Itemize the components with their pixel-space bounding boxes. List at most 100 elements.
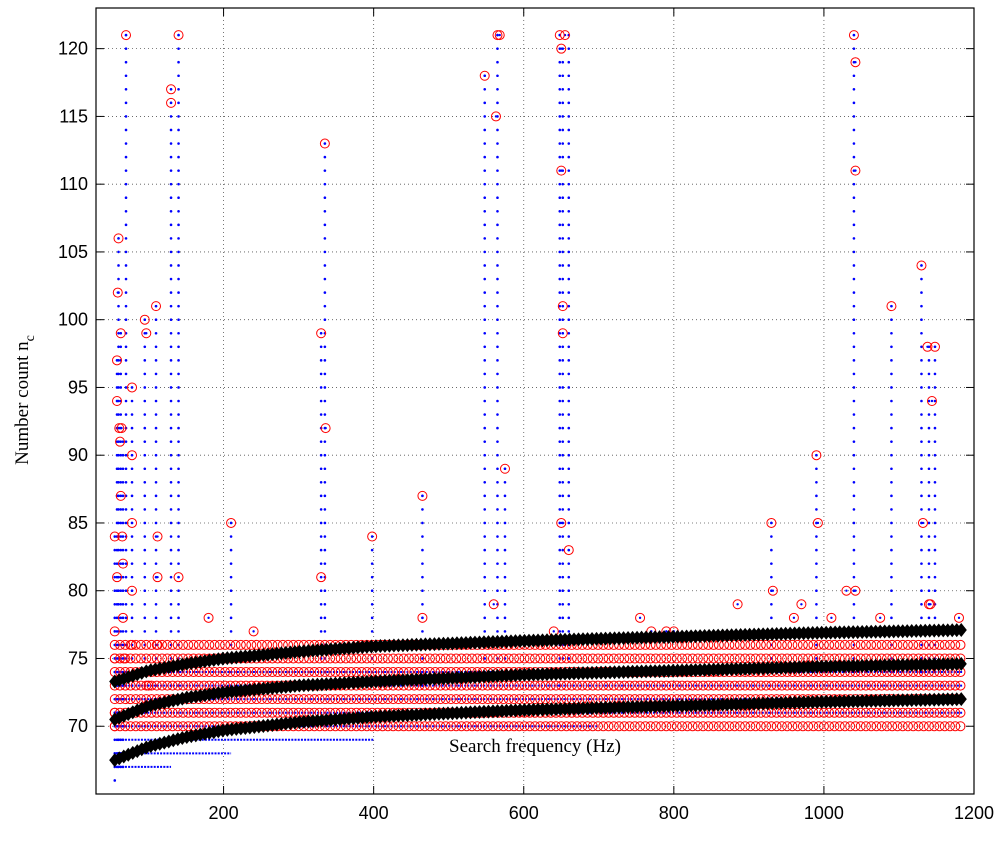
circle-point (246, 667, 257, 678)
circle-point (288, 667, 299, 678)
dot-point (177, 182, 180, 186)
dot-point (561, 101, 565, 105)
dot-point (124, 467, 128, 471)
dot-point (323, 318, 327, 321)
dot-point (496, 426, 499, 430)
circle-point (372, 653, 383, 664)
dot-point (920, 467, 923, 471)
dot-point (567, 453, 571, 457)
circle-point (146, 653, 157, 664)
circle-point (918, 721, 929, 732)
dot-point (117, 264, 120, 267)
circle-point (461, 694, 472, 705)
circle-point (582, 653, 593, 664)
circle-point (417, 612, 428, 623)
dot-point (890, 508, 893, 511)
circle-point (530, 721, 540, 732)
circle-point (136, 721, 147, 732)
circle-point (734, 680, 745, 691)
circle-point (635, 680, 646, 691)
circle-point (183, 680, 194, 691)
dot-point (483, 467, 487, 471)
circle-point (382, 653, 393, 664)
dot-point (117, 413, 120, 416)
dot-point (927, 426, 931, 430)
circle-point (414, 694, 425, 705)
circle-point (929, 680, 940, 691)
circle-point (619, 653, 630, 664)
circle-point (881, 680, 892, 691)
circle-point (950, 639, 961, 650)
circle-point (824, 707, 835, 718)
circle-point (477, 721, 488, 732)
dot-point (116, 291, 119, 294)
circle-point (554, 30, 565, 41)
dot-point (177, 413, 180, 416)
dot-point (143, 494, 147, 498)
dot-point (920, 304, 923, 308)
dot-point (496, 562, 499, 565)
circle-point (850, 639, 861, 650)
circle-point (188, 639, 199, 650)
circle-point (603, 653, 614, 664)
dot-point (124, 440, 128, 443)
circle-point (120, 721, 131, 732)
dot-point (567, 494, 571, 498)
circle-point (173, 572, 184, 583)
circle-point (535, 653, 546, 664)
dot-point (561, 602, 565, 606)
circle-point (650, 653, 661, 664)
dot-point (319, 345, 323, 349)
circle-point (325, 667, 336, 678)
circle-point (614, 680, 625, 691)
dot-point (117, 277, 120, 281)
circle-point (178, 639, 189, 650)
dot-point (143, 413, 147, 416)
circle-point (361, 653, 372, 664)
dot-point (816, 521, 820, 525)
circle-point (897, 639, 908, 650)
dot-point (852, 128, 856, 132)
dot-point (113, 589, 117, 593)
circle-point (577, 721, 588, 732)
circle-point (787, 707, 798, 718)
dot-point (815, 548, 818, 552)
dot-point (920, 602, 923, 606)
dot-point (117, 453, 120, 457)
dot-point (319, 332, 323, 335)
circle-point (635, 721, 646, 732)
dot-point (561, 481, 565, 484)
circle-point (656, 653, 667, 664)
dot-point (130, 386, 134, 389)
dot-point (503, 467, 507, 470)
dot-point (852, 74, 856, 78)
dot-point (483, 508, 487, 511)
dot-point (567, 440, 571, 443)
dot-point (177, 47, 180, 50)
dot-point (124, 521, 128, 525)
circle-point (115, 490, 126, 501)
dot-point (567, 359, 571, 362)
dot-point (421, 670, 424, 674)
circle-point (220, 707, 231, 718)
circle-point (556, 165, 567, 176)
dot-point (154, 562, 158, 565)
dot-point (496, 196, 499, 200)
circle-point (151, 721, 162, 732)
circle-point (939, 721, 950, 732)
dot-point (567, 467, 571, 471)
circle-point (230, 707, 241, 718)
circle-point (850, 721, 861, 732)
dot-point (169, 331, 173, 335)
circle-point (923, 639, 934, 650)
dot-point (558, 142, 562, 145)
circle-point (593, 680, 604, 691)
circle-point (535, 694, 546, 705)
circle-point (755, 707, 766, 718)
circle-point (203, 612, 214, 623)
circle-point (143, 680, 154, 691)
dot-point (852, 223, 856, 227)
dot-point (177, 372, 180, 376)
dot-point (147, 684, 150, 687)
